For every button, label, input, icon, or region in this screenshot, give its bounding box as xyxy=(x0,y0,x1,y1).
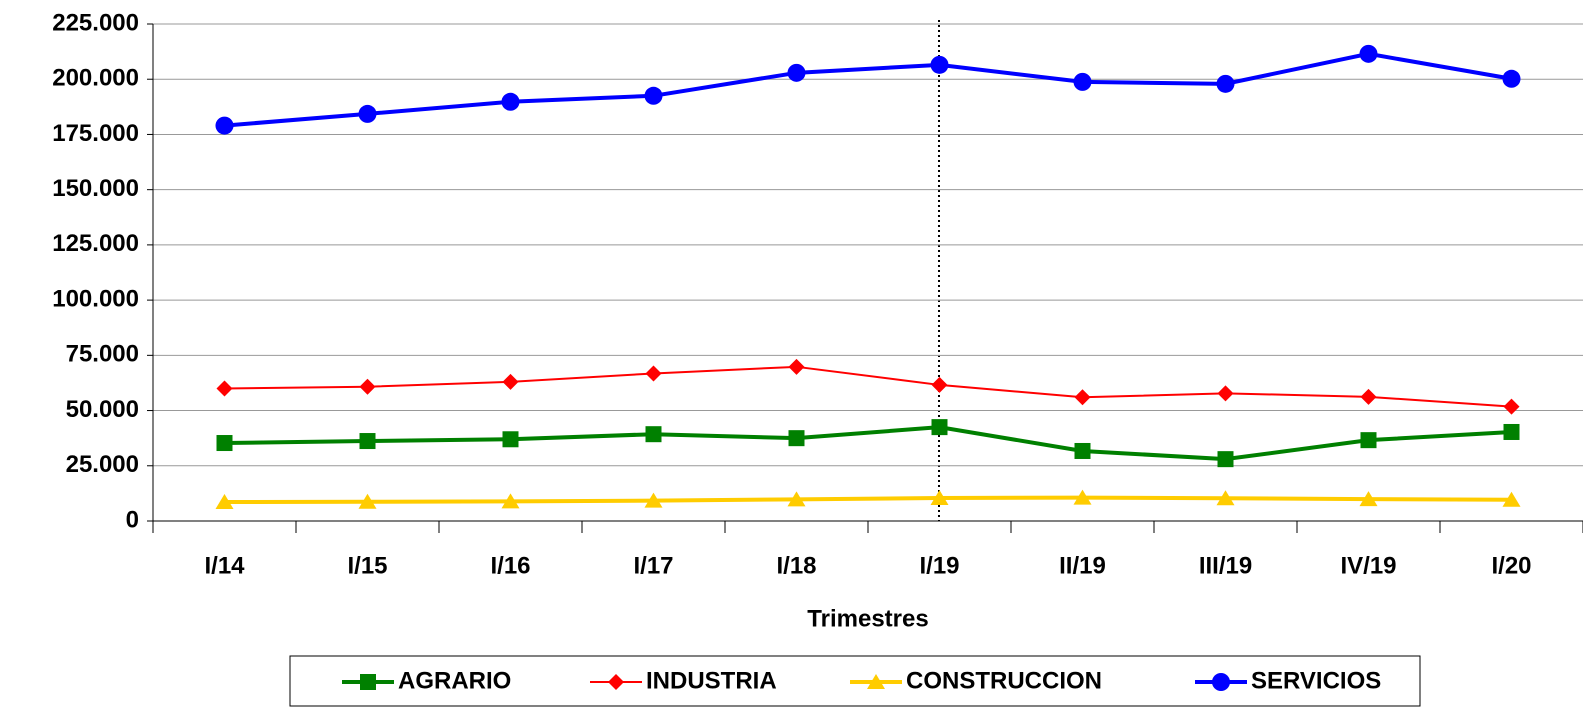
point xyxy=(216,435,233,452)
point xyxy=(1216,490,1235,506)
point xyxy=(1073,72,1092,91)
point xyxy=(1074,389,1091,406)
point xyxy=(358,104,377,123)
point xyxy=(358,493,377,509)
point xyxy=(645,426,662,443)
x-tick-label: I/17 xyxy=(633,552,673,579)
point xyxy=(1360,388,1377,405)
point xyxy=(1359,491,1378,507)
point xyxy=(1074,442,1091,459)
legend-label: SERVICIOS xyxy=(1251,667,1381,694)
point xyxy=(787,63,806,82)
series-line xyxy=(224,425,1512,462)
point xyxy=(502,373,519,390)
legend-marker xyxy=(867,674,885,689)
x-tick-label: I/19 xyxy=(919,552,959,579)
point xyxy=(1073,489,1092,505)
point xyxy=(359,433,376,450)
point xyxy=(501,493,520,509)
x-axis-title: Trimestres xyxy=(807,605,928,632)
point xyxy=(1502,491,1521,507)
x-tick-label: I/18 xyxy=(776,552,816,579)
point xyxy=(1360,432,1377,449)
point xyxy=(644,86,663,105)
point xyxy=(788,358,805,375)
y-tick-label: 25.000 xyxy=(66,451,139,478)
y-tick-label: 75.000 xyxy=(66,341,139,368)
series-line xyxy=(224,365,1512,408)
y-tick-label: 175.000 xyxy=(52,120,139,147)
y-tick-label: 200.000 xyxy=(52,65,139,92)
point xyxy=(502,431,519,448)
point xyxy=(216,380,233,397)
point xyxy=(1502,69,1521,88)
x-tick-label: II/19 xyxy=(1059,552,1106,579)
point xyxy=(1359,44,1378,63)
point xyxy=(644,492,663,508)
point xyxy=(787,491,806,507)
legend-marker xyxy=(608,674,624,690)
y-tick-label: 150.000 xyxy=(52,175,139,202)
point xyxy=(1216,74,1235,93)
point xyxy=(359,378,376,395)
x-tick-label: I/14 xyxy=(204,552,245,579)
point xyxy=(1503,398,1520,415)
x-tick-label: III/19 xyxy=(1199,552,1252,579)
y-tick-label: 100.000 xyxy=(52,285,139,312)
x-tick-label: IV/19 xyxy=(1340,552,1396,579)
point xyxy=(501,92,520,111)
point xyxy=(1217,385,1234,402)
legend-label: INDUSTRIA xyxy=(646,667,777,694)
y-tick-label: 0 xyxy=(126,506,139,533)
point xyxy=(930,490,949,506)
y-tick-label: 225.000 xyxy=(52,9,139,36)
x-tick-label: I/20 xyxy=(1491,552,1531,579)
y-tick-label: 50.000 xyxy=(66,396,139,423)
series-line xyxy=(224,51,1512,128)
legend-label: CONSTRUCCION xyxy=(906,667,1102,694)
point xyxy=(931,376,948,393)
x-tick-label: I/16 xyxy=(490,552,530,579)
point xyxy=(215,494,234,510)
y-tick-label: 125.000 xyxy=(52,230,139,257)
x-tick-label: I/15 xyxy=(347,552,387,579)
legend-marker xyxy=(360,674,376,690)
point xyxy=(1217,451,1234,468)
point xyxy=(1503,423,1520,440)
point xyxy=(645,365,662,382)
series-line xyxy=(224,495,1512,505)
legend-marker xyxy=(1212,673,1230,691)
point xyxy=(931,419,948,436)
legend-label: AGRARIO xyxy=(398,667,511,694)
point xyxy=(930,55,949,74)
point xyxy=(215,116,234,135)
point xyxy=(788,430,805,447)
